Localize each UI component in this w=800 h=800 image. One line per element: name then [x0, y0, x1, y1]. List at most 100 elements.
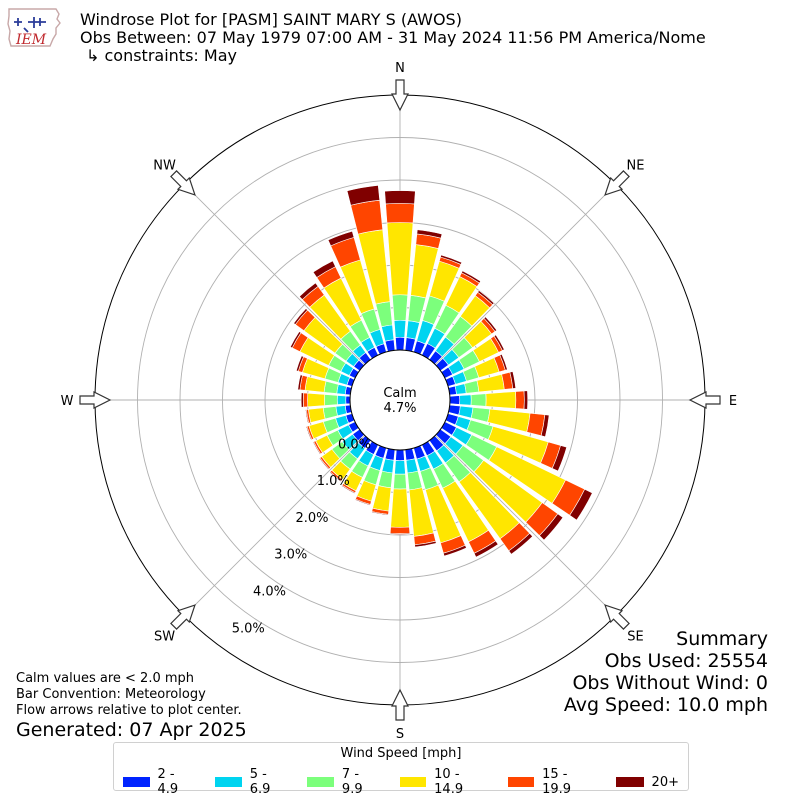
compass-label: W [61, 394, 74, 409]
compass-label: E [729, 394, 737, 409]
rose-bar-segment [414, 540, 437, 548]
rose-bar-segment [385, 203, 415, 224]
rose-bar-segment [381, 458, 395, 474]
rose-bar-segment [523, 390, 529, 410]
iowa-state-outline-logo-icon: IEM [7, 8, 61, 48]
rose-bar-segment [395, 336, 405, 351]
rose-bar-segment [305, 425, 313, 441]
radial-tick-label: 5.0% [232, 621, 265, 636]
title-block: Windrose Plot for [PASM] SAINT MARY S (A… [80, 11, 706, 65]
note-flow-arrows: Flow arrows relative to plot center. [16, 703, 242, 718]
legend-label: 7 - 9.9 [341, 767, 363, 797]
legend-item: 10 - 14.9 [399, 767, 490, 797]
rose-bar-segment [416, 229, 443, 239]
legend-item: 15 - 19.9 [507, 767, 598, 797]
compass-arrow-icon [391, 79, 409, 112]
grid-spoke [184, 184, 365, 365]
rose-bar-segment [346, 185, 381, 206]
rose-bar-segment [295, 355, 305, 372]
rose-bar-segment [386, 222, 414, 296]
rose-bar-segment [440, 254, 463, 265]
rose-bar-segment [569, 488, 593, 521]
legend-swatch [123, 777, 150, 787]
legend-items: 2 - 4.9 5 - 6.9 7 - 9.9 10 - 14.9 15 - 19.9 2… [114, 767, 688, 797]
rose-bar-segment [449, 395, 461, 405]
rose-bar-segment [459, 394, 472, 406]
grid-spoke [435, 184, 616, 365]
rose-bar-segment [308, 407, 326, 423]
legend-label: 20+ [651, 774, 679, 790]
rose-bar-segment [405, 458, 419, 474]
radial-tick-label: 3.0% [274, 548, 307, 563]
rose-bar-segment [539, 513, 564, 541]
summary-obs-used: Obs Used: 25554 [604, 650, 768, 672]
compass-label: SW [154, 629, 175, 644]
rose-bar-segment [391, 294, 409, 321]
rose-bar-segment [381, 324, 395, 342]
compass-arrow [170, 604, 196, 630]
compass-arrow [688, 391, 721, 409]
calm-value: 4.7% [383, 401, 416, 416]
rose-bar-segment [345, 395, 351, 405]
legend-swatch [215, 777, 242, 787]
compass-arrow [604, 170, 630, 196]
rose-bar-segment [470, 393, 487, 407]
compass-arrow [170, 170, 196, 196]
compass-arrow-icon [604, 604, 630, 630]
rose-bar-segment [390, 488, 410, 528]
rose-bar-segment [336, 395, 347, 405]
rose-bar-segment [448, 404, 461, 416]
rose-bar-segment [329, 471, 342, 483]
generated-date: Generated: 07 Apr 2025 [16, 719, 247, 741]
constraints-label: ↳ constraints: May [86, 46, 237, 65]
rose-bar-segment [324, 394, 338, 406]
rose-bar-segment [293, 308, 308, 325]
rose-bar-segment [406, 320, 420, 340]
radial-tick-label: 4.0% [253, 585, 286, 600]
rose-bar-segment [384, 190, 416, 205]
legend-item: 2 - 4.9 [123, 767, 197, 797]
compass-arrow-icon [604, 170, 630, 196]
compass-arrow [391, 79, 409, 112]
rose-bar-segment [477, 290, 495, 306]
rose-bar-segment [312, 441, 322, 455]
compass-arrow-icon [688, 391, 721, 409]
legend-swatch [615, 777, 644, 787]
compass-arrow [604, 604, 630, 630]
rose-bar-segment [297, 374, 303, 391]
chart-subtitle: Obs Between: 07 May 1979 07:00 AM - 31 M… [80, 28, 706, 47]
rose-bar-segment [470, 407, 491, 423]
summary-heading: Summary [676, 628, 768, 650]
note-calm: Calm values are < 2.0 mph [16, 671, 195, 686]
radial-tick-label: 2.0% [295, 511, 328, 526]
iem-logo: IEM [6, 6, 62, 50]
rose-bar-segment [384, 448, 396, 461]
summary-obs-without-wind: Obs Without Wind: 0 [572, 672, 768, 694]
legend-label: 5 - 6.9 [249, 767, 271, 797]
grid-spoke [184, 435, 365, 616]
compass-arrow [391, 688, 409, 721]
rose-bar-segment [509, 371, 517, 389]
note-bar-convention: Bar Convention: Meteorology [16, 687, 206, 702]
rose-bar-segment [377, 470, 393, 489]
compass-label: NE [626, 159, 644, 174]
rose-bar-segment [298, 282, 319, 300]
compass-arrow-icon [391, 688, 409, 721]
rose-bar-segment [485, 391, 517, 409]
bars-group [289, 185, 593, 558]
rose-bar-segment [395, 449, 405, 461]
rose-bar-segment [508, 532, 534, 555]
compass-arrow-icon [170, 170, 196, 196]
legend-title: Wind Speed [mph] [340, 746, 462, 761]
rose-bar-segment [307, 392, 326, 408]
grid-spoke [435, 435, 616, 616]
legend-swatch [307, 777, 334, 787]
rose-bar-segment [464, 380, 480, 394]
chart-title: Windrose Plot for [PASM] SAINT MARY S (A… [80, 10, 462, 29]
rose-bar-segment [551, 445, 568, 472]
compass-label: SE [627, 629, 643, 644]
rose-bar-segment [302, 392, 309, 408]
rose-bar-segment [384, 339, 396, 352]
rose-bar-segment [341, 484, 356, 495]
